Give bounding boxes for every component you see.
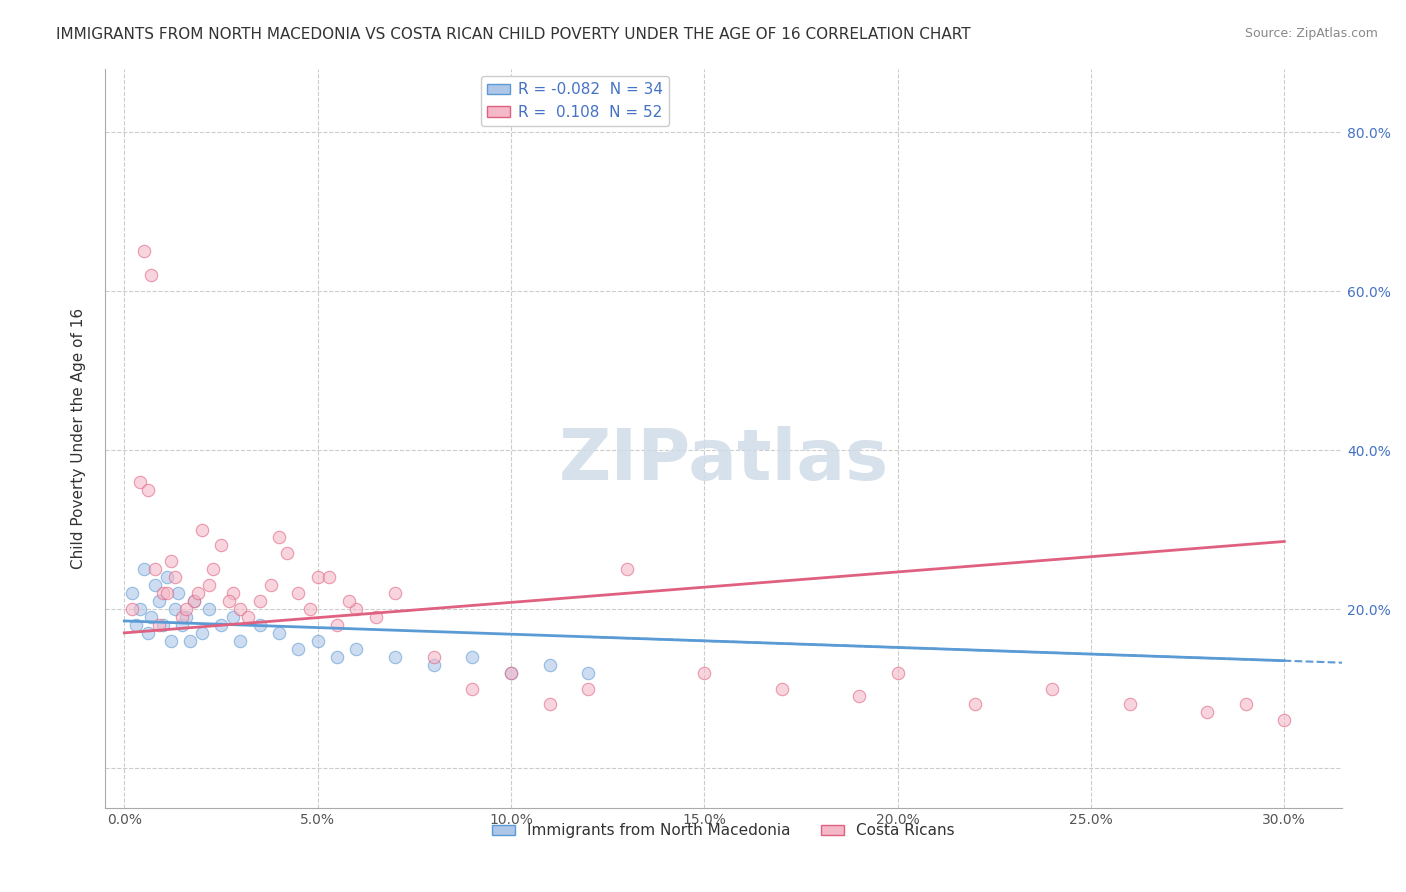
Point [209, 618, 232, 632]
Point [326, 649, 349, 664]
Point [125, 618, 148, 632]
Point [422, 649, 444, 664]
Point [128, 475, 150, 489]
Point [141, 268, 163, 283]
Point [344, 641, 367, 656]
Point [198, 602, 221, 616]
Point [287, 586, 309, 600]
Text: Source: ZipAtlas.com: Source: ZipAtlas.com [1244, 27, 1378, 40]
Point [148, 594, 170, 608]
Point [152, 618, 174, 632]
Point [886, 665, 908, 680]
Point [202, 562, 225, 576]
Point [221, 586, 243, 600]
Legend: Immigrants from North Macedonia, Costa Ricans: Immigrants from North Macedonia, Costa R… [486, 817, 962, 845]
Point [187, 586, 209, 600]
Point [209, 538, 232, 552]
Point [499, 665, 522, 680]
Point [174, 610, 197, 624]
Point [249, 618, 271, 632]
Point [141, 610, 163, 624]
Point [538, 657, 561, 672]
Point [163, 570, 186, 584]
Point [156, 586, 179, 600]
Point [236, 610, 259, 624]
Point [198, 578, 221, 592]
Point [163, 602, 186, 616]
Text: ZIPatlas: ZIPatlas [558, 425, 889, 495]
Point [260, 578, 283, 592]
Point [143, 578, 166, 592]
Point [963, 698, 986, 712]
Point [1272, 714, 1295, 728]
Point [136, 626, 159, 640]
Point [287, 641, 309, 656]
Point [267, 531, 290, 545]
Point [384, 586, 406, 600]
Point [249, 594, 271, 608]
Point [576, 681, 599, 696]
Point [172, 618, 194, 632]
Point [132, 244, 155, 259]
Point [384, 649, 406, 664]
Point [152, 586, 174, 600]
Point [499, 665, 522, 680]
Point [461, 681, 484, 696]
Point [229, 602, 252, 616]
Point [1118, 698, 1140, 712]
Point [128, 602, 150, 616]
Y-axis label: Child Poverty Under the Age of 16: Child Poverty Under the Age of 16 [72, 308, 86, 569]
Point [318, 570, 340, 584]
Point [693, 665, 716, 680]
Point [1040, 681, 1063, 696]
Point [183, 594, 205, 608]
Point [179, 633, 201, 648]
Point [344, 602, 367, 616]
Point [576, 665, 599, 680]
Point [1195, 706, 1218, 720]
Point [538, 698, 561, 712]
Point [364, 610, 387, 624]
Point [121, 586, 143, 600]
Point [276, 546, 298, 560]
Point [174, 602, 197, 616]
Point [156, 570, 179, 584]
Point [172, 610, 194, 624]
Point [218, 594, 240, 608]
Point [770, 681, 793, 696]
Point [167, 586, 190, 600]
Point [422, 657, 444, 672]
Point [298, 602, 321, 616]
Point [616, 562, 638, 576]
Point [190, 626, 212, 640]
Point [326, 618, 349, 632]
Point [848, 690, 870, 704]
Point [307, 633, 329, 648]
Point [159, 554, 181, 568]
Point [159, 633, 181, 648]
Point [229, 633, 252, 648]
Point [143, 562, 166, 576]
Point [132, 562, 155, 576]
Text: IMMIGRANTS FROM NORTH MACEDONIA VS COSTA RICAN CHILD POVERTY UNDER THE AGE OF 16: IMMIGRANTS FROM NORTH MACEDONIA VS COSTA… [56, 27, 972, 42]
Point [1234, 698, 1257, 712]
Point [267, 626, 290, 640]
Point [190, 523, 212, 537]
Point [183, 594, 205, 608]
Point [136, 483, 159, 497]
Point [461, 649, 484, 664]
Point [307, 570, 329, 584]
Point [121, 602, 143, 616]
Point [221, 610, 243, 624]
Point [148, 618, 170, 632]
Point [337, 594, 360, 608]
